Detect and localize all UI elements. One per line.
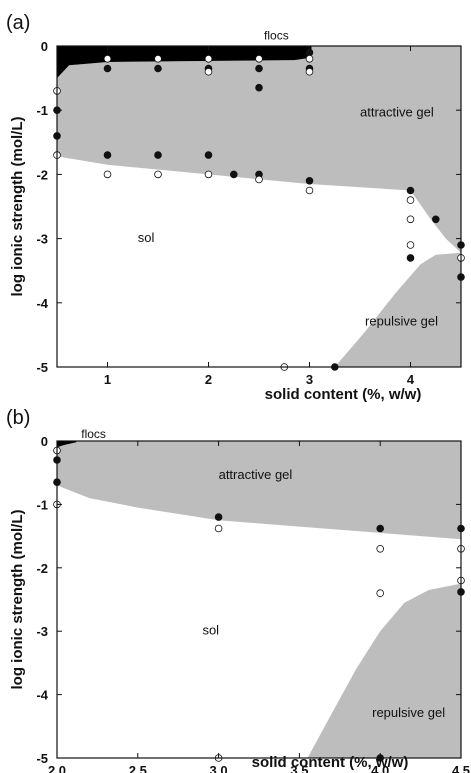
data-point-filled [255,83,263,92]
data-point-filled [406,254,415,262]
y-tick-label: -1 [36,497,48,512]
y-tick-label: 0 [41,39,48,54]
data-point-filled [214,513,223,521]
data-point-filled [103,151,112,159]
data-point-open [305,67,314,76]
data-point-open [406,196,415,204]
data-point-open [305,186,314,195]
y-tick-label: -2 [36,561,48,576]
x-axis-label: solid content (%, w/w) [252,754,409,771]
region-label-repulsive-gel: repulsive gel [372,705,445,720]
region-gel-upper [57,46,461,253]
data-point-open [204,67,213,76]
plot-frame [56,440,462,759]
panel-a: 1 2 3 4 0 -1 -2 -3 -4 -5 (a) solid content (%, w/w)… [6,12,465,403]
x-tick-label: 3,5 [290,763,308,773]
data-point-open [376,589,385,597]
region-gel-repulsive [307,583,461,758]
panel-b: 2,0 2,5 3,0 3,5 4,0 4,5 0 -1 -2 -3 -4 -5 (b) solid co… [6,407,470,773]
region-label-flocs: flocs [264,29,289,43]
plot-frame [56,45,462,368]
region-label-sol: sol [138,230,155,245]
data-point-open [214,524,223,533]
region-label-sol: sol [202,622,219,637]
data-point-filled [230,170,238,179]
x-tick-label: 4,5 [452,763,470,773]
region-label-repulsive-gel: repulsive gel [365,313,438,328]
data-point-filled [431,215,440,224]
data-point-filled [255,64,263,73]
panel-label: (b) [6,407,30,429]
data-point-open [376,544,385,553]
y-axis-label: log ionic strength (mol/L) [9,510,26,690]
x-tick-label: 2,5 [129,763,147,773]
region-flocs-top [57,46,312,79]
panel-label: (a) [6,12,30,34]
data-point-open [154,54,162,63]
data-point-open [255,175,263,184]
data-point-open [103,54,112,63]
y-tick-label: -1 [36,103,48,118]
data-point-filled [204,151,213,159]
plot-area [57,46,461,367]
data-point-open [103,170,112,179]
x-tick-label: 4 [407,372,415,387]
data-point-filled [406,186,415,195]
y-tick-label: -3 [36,232,48,247]
y-axis-label: log ionic strength (mol/L) [9,117,26,297]
region-label-flocs: flocs [81,427,106,441]
region-label-attractive-gel: attractive gel [219,467,293,482]
data-point-open [305,54,314,63]
plot-area [57,441,461,758]
data-point-open [406,215,415,224]
x-tick-label: 2,0 [48,763,66,773]
data-point-filled [305,177,314,185]
data-point-open [406,241,415,249]
data-point-filled [154,64,162,73]
y-tick-label: -5 [36,751,48,766]
x-axis-label: solid content (%, w/w) [265,386,422,403]
x-tick-label: 4,0 [371,763,389,773]
y-tick-label: -5 [36,360,48,375]
data-point-open [154,170,162,179]
data-point-filled [103,64,112,73]
x-tick-label: 3,0 [210,763,228,773]
y-tick-label: -4 [36,296,48,311]
y-tick-label: -4 [36,688,48,703]
data-point-open [255,54,263,63]
x-tick-label: 3 [306,372,313,387]
x-tick-label: 1 [104,372,111,387]
y-tick-label: 0 [41,434,48,449]
data-point-open [204,54,213,63]
region-gel-upper [57,441,461,540]
y-tick-label: -2 [36,167,48,182]
region-label-attractive-gel: attractive gel [360,105,434,120]
region-gel-repulsive [334,252,461,367]
region-flocs-top [57,441,77,448]
data-point-filled [376,524,385,533]
x-tick-label: 2 [205,372,212,387]
data-point-open [204,170,213,179]
y-tick-label: -3 [36,624,48,639]
data-point-filled [154,151,162,159]
